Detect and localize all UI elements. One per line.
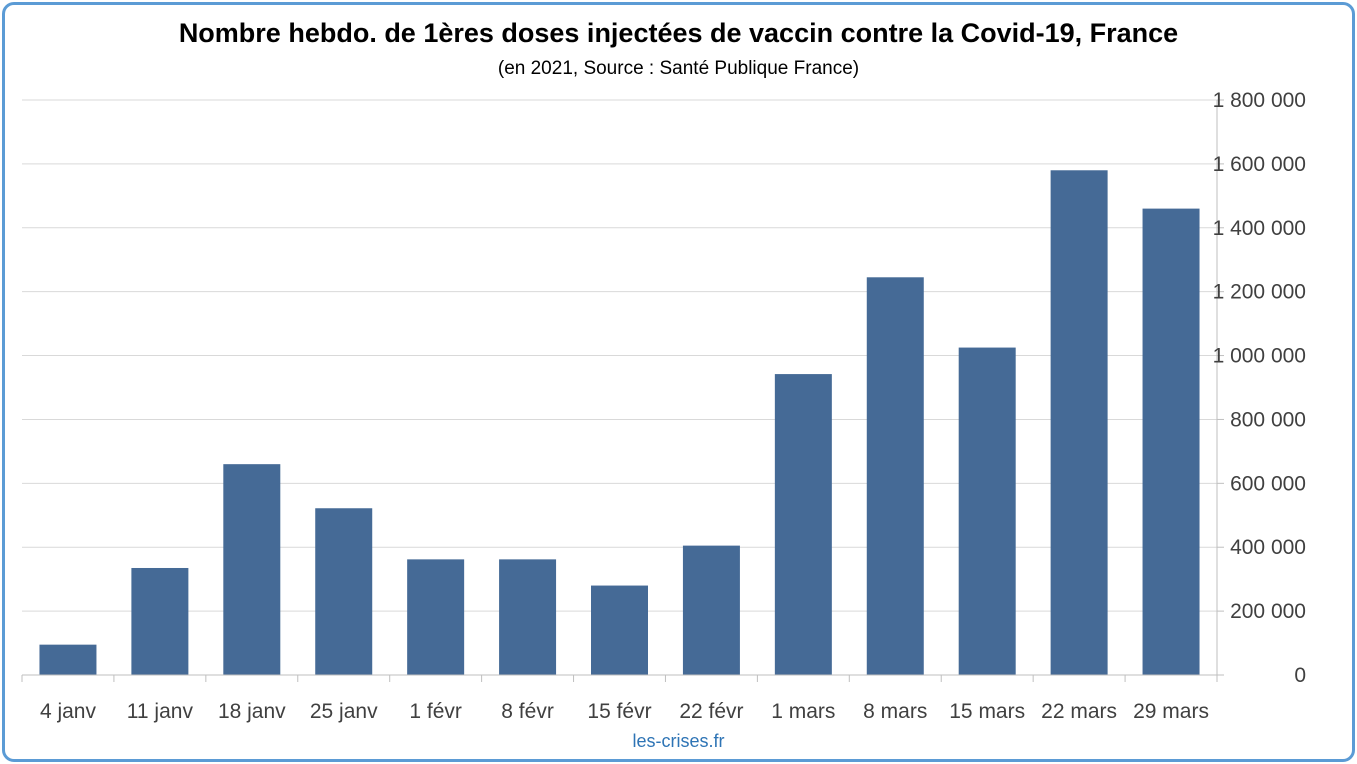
bar-4: [407, 559, 465, 675]
y-tick-label: 1 600 000: [1213, 153, 1306, 176]
x-tick-label: 8 févr: [501, 700, 554, 723]
bars: [39, 170, 1200, 675]
source-credit[interactable]: les-crises.fr: [632, 731, 725, 751]
bar-12: [1142, 208, 1200, 675]
bar-7: [682, 545, 740, 675]
bar-1: [131, 567, 189, 675]
y-axis-labels: 0 200 000 400 000 600 000 800 000 1 000 000 1 …: [1213, 89, 1306, 687]
bar-0: [39, 644, 97, 675]
bar-11: [1050, 170, 1108, 675]
x-tick-label: 29 mars: [1133, 700, 1209, 723]
y-tick-label: 1 400 000: [1213, 217, 1306, 240]
bar-2: [223, 464, 281, 675]
x-tick-label: 1 mars: [771, 700, 835, 723]
gridlines: [22, 99, 1217, 612]
bar-6: [591, 585, 648, 675]
x-tick-label: 15 févr: [587, 700, 651, 723]
x-tick-label: 1 févr: [409, 700, 462, 723]
y-tick-label: 200 000: [1230, 600, 1306, 623]
x-axis-labels: 4 janv 11 janv 18 janv 25 janv 1 févr 8 févr 1…: [40, 700, 1209, 723]
y-tick-label: 800 000: [1230, 408, 1306, 431]
y-tick-label: 0: [1294, 664, 1306, 687]
bar-5: [499, 559, 557, 675]
y-tick-label: 600 000: [1230, 472, 1306, 495]
x-tick-label: 8 mars: [863, 700, 927, 723]
x-tick-label: 11 janv: [127, 700, 194, 723]
x-tick-label: 15 mars: [949, 700, 1025, 723]
bar-10: [958, 347, 1016, 675]
y-tick-label: 400 000: [1230, 536, 1306, 559]
x-tick-label: 22 févr: [679, 700, 743, 723]
x-tick-label: 18 janv: [218, 700, 286, 723]
chart-subtitle: (en 2021, Source : Santé Publique France…: [497, 58, 860, 79]
chart-title: Nombre hebdo. de 1ères doses injectées d…: [178, 18, 1179, 48]
x-tick-label: 4 janv: [40, 700, 97, 723]
y-tick-label: 1 800 000: [1213, 89, 1306, 112]
bar-8: [774, 374, 832, 675]
x-tick-label: 25 janv: [310, 700, 378, 723]
bar-3: [315, 508, 373, 675]
axes: [21, 99, 1224, 682]
x-tick-label: 22 mars: [1041, 700, 1117, 723]
y-tick-label: 1 000 000: [1213, 345, 1306, 368]
bar-9: [866, 277, 924, 675]
y-tick-label: 1 200 000: [1213, 281, 1306, 304]
